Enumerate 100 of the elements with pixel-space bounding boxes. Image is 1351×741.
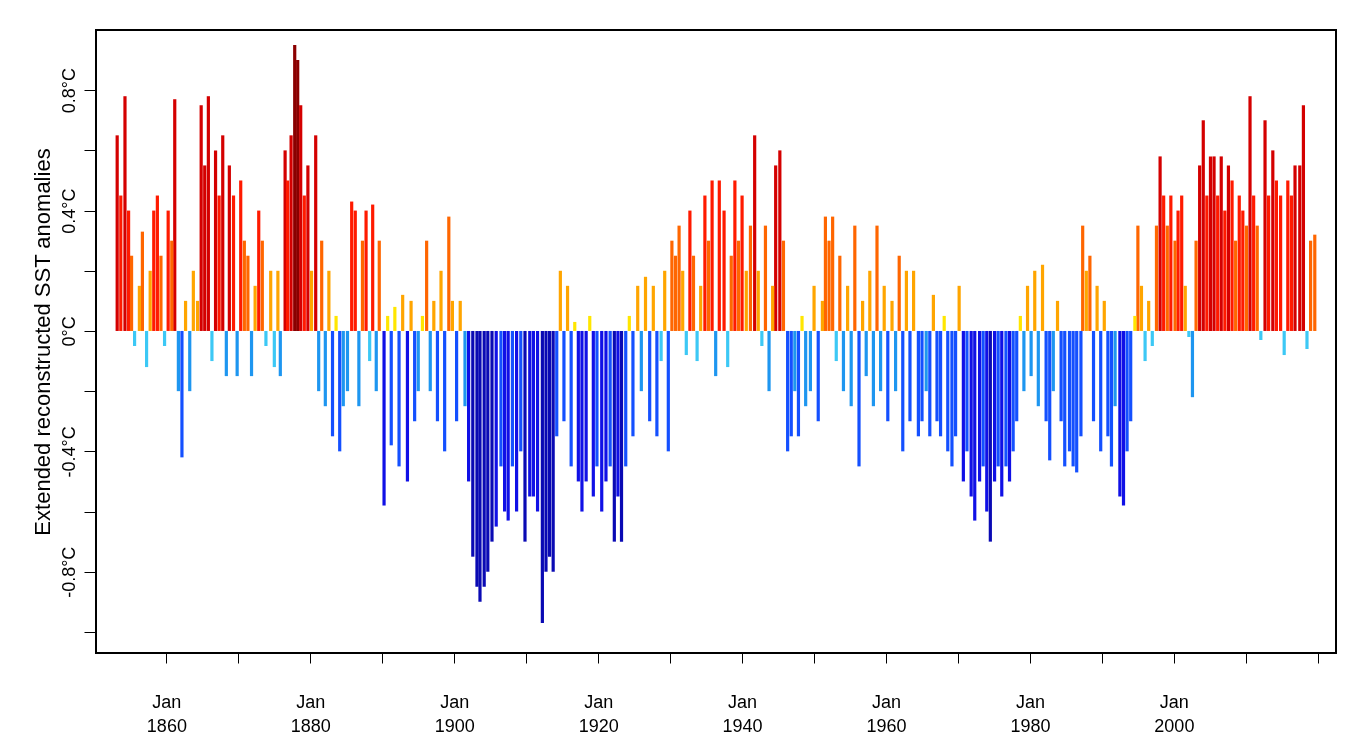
bar	[1293, 165, 1297, 331]
bar	[950, 330, 954, 467]
bar	[269, 270, 273, 331]
bar	[973, 330, 977, 521]
bar	[1223, 210, 1227, 331]
bar	[961, 330, 965, 482]
bar	[1237, 195, 1241, 331]
bar	[409, 300, 413, 331]
bar	[519, 330, 523, 452]
bar	[364, 210, 368, 331]
bar	[636, 285, 640, 331]
bar	[443, 330, 447, 452]
bar	[506, 330, 510, 521]
bar	[119, 195, 123, 331]
bar	[129, 255, 134, 331]
bar	[736, 240, 741, 331]
bar	[330, 330, 335, 437]
bar	[1136, 225, 1140, 331]
bar	[535, 330, 540, 512]
bar	[1194, 240, 1198, 331]
bar	[439, 270, 443, 331]
bar	[904, 270, 908, 331]
bar	[1095, 285, 1099, 331]
x-tick-label: Jan 1920	[578, 691, 619, 736]
bar	[1033, 270, 1037, 331]
bar	[569, 330, 573, 467]
bar	[1036, 330, 1040, 407]
bar	[213, 150, 218, 331]
bar	[176, 330, 180, 392]
bar	[868, 270, 872, 331]
bar	[1143, 330, 1147, 362]
bar	[677, 225, 681, 331]
bar	[767, 330, 771, 392]
bar	[1208, 156, 1213, 331]
bar	[528, 330, 532, 497]
bar	[659, 330, 663, 362]
bar	[1018, 315, 1022, 331]
bar	[988, 330, 992, 542]
bar	[565, 285, 570, 331]
bar	[285, 180, 290, 331]
bar	[875, 225, 879, 331]
bar	[386, 315, 390, 331]
bar	[206, 96, 210, 331]
bar	[260, 240, 264, 331]
bar	[808, 330, 813, 392]
bar	[289, 135, 293, 331]
bar	[374, 330, 378, 392]
bar	[148, 270, 152, 331]
bar	[853, 225, 857, 331]
bar	[159, 255, 163, 331]
bar	[314, 135, 318, 331]
bar	[341, 330, 345, 407]
bar	[210, 330, 214, 362]
bar	[323, 330, 327, 407]
bar	[450, 300, 455, 331]
bar	[309, 270, 314, 331]
bar	[199, 105, 203, 331]
bar	[834, 330, 838, 362]
bar	[425, 240, 429, 331]
bar	[666, 330, 670, 452]
bar	[499, 330, 503, 467]
bar	[831, 216, 835, 331]
bar	[820, 300, 825, 331]
bar	[463, 330, 467, 407]
bar	[1004, 330, 1008, 467]
bar	[648, 330, 652, 422]
bar	[249, 330, 254, 377]
bar	[651, 285, 655, 331]
bar	[428, 330, 432, 392]
bar	[655, 330, 659, 437]
bar	[1147, 300, 1151, 331]
bar	[804, 330, 808, 407]
bar	[413, 330, 417, 422]
bar	[334, 315, 338, 331]
bar	[1190, 330, 1195, 398]
bar	[1274, 180, 1278, 331]
bar	[681, 270, 685, 331]
bar	[796, 330, 801, 437]
bar	[1102, 300, 1106, 331]
bar	[1212, 156, 1216, 331]
bar	[981, 330, 985, 467]
bar	[306, 165, 310, 331]
bar	[911, 270, 916, 331]
bar	[864, 330, 868, 377]
bar	[800, 315, 804, 331]
bar	[1150, 330, 1154, 347]
bar	[740, 195, 744, 331]
bar	[162, 330, 167, 347]
bar	[763, 225, 768, 331]
bar	[838, 255, 842, 331]
bar	[393, 306, 397, 331]
bar	[756, 270, 760, 331]
bar	[191, 270, 195, 331]
bar	[1244, 225, 1249, 331]
bar	[1084, 270, 1088, 331]
bar	[631, 330, 635, 437]
bar	[397, 330, 401, 467]
bar	[132, 330, 137, 347]
bar	[816, 330, 820, 422]
bar	[1154, 225, 1159, 331]
